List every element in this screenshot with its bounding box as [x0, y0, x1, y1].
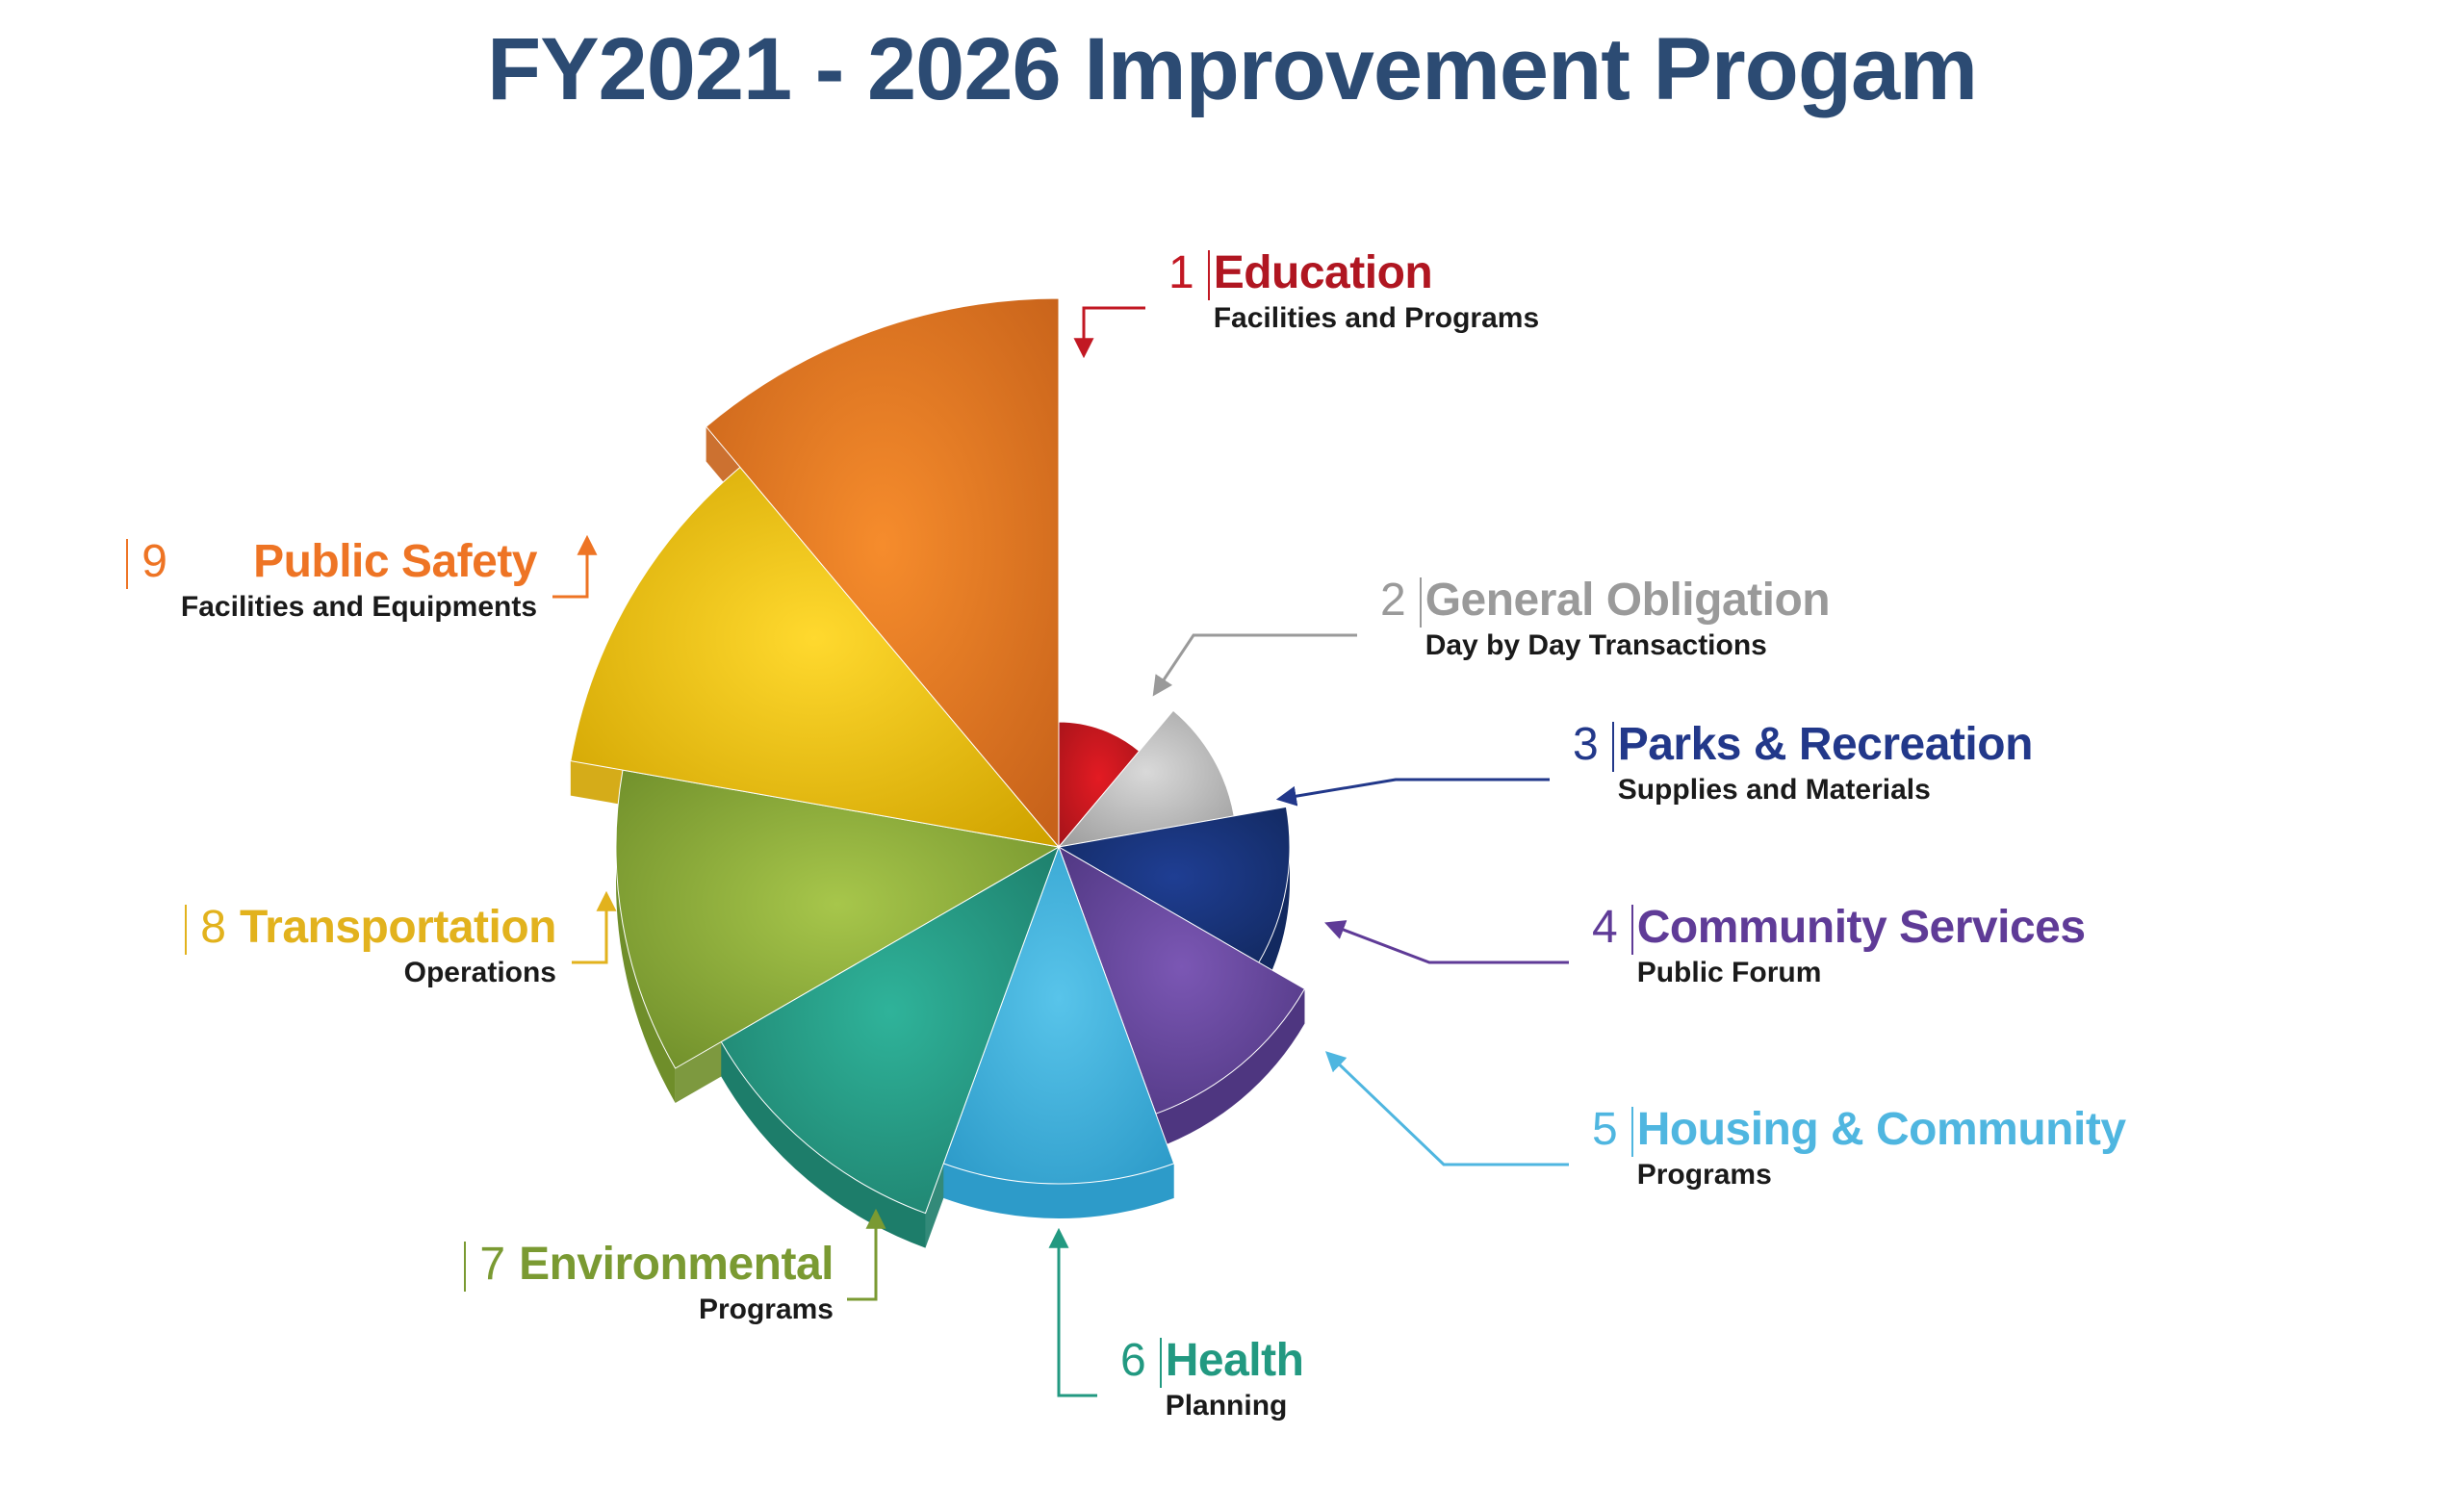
label-2: 2General Obligation Day by Day Transactio…	[1367, 577, 1830, 662]
label-number: 1	[1155, 250, 1210, 300]
label-6: 6Health Planning	[1107, 1338, 1303, 1422]
label-text: Environmental Programs	[519, 1242, 837, 1326]
leader-2	[1155, 635, 1357, 693]
label-subtitle: Operations	[240, 957, 556, 989]
label-heading: Public Safety	[181, 539, 537, 585]
label-text: Community Services Public Forum	[1633, 905, 2086, 989]
label-heading: Housing & Community	[1637, 1107, 2126, 1153]
label-heading: Health	[1166, 1338, 1304, 1384]
label-text: Housing & Community Programs	[1633, 1107, 2126, 1191]
leader-4	[1328, 924, 1569, 962]
label-heading: Community Services	[1637, 905, 2086, 951]
label-subtitle: Programs	[519, 1294, 834, 1326]
label-heading: Transportation	[240, 905, 556, 951]
label-subtitle: Facilities and Equipments	[181, 591, 537, 624]
label-4: 4Community Services Public Forum	[1578, 905, 2086, 989]
label-7: Environmental Programs7	[464, 1242, 837, 1326]
label-heading: Parks & Recreation	[1618, 722, 2033, 768]
label-text: General Obligation Day by Day Transaction…	[1422, 577, 1830, 662]
label-8: Transportation Operations8	[185, 905, 560, 989]
label-subtitle: Planning	[1166, 1390, 1304, 1422]
label-text: Education Facilities and Programs	[1210, 250, 1539, 335]
label-heading: Education	[1214, 250, 1539, 296]
label-text: Parks & Recreation Supplies and Materials	[1614, 722, 2033, 807]
label-number: 9	[126, 539, 181, 589]
label-subtitle: Public Forum	[1637, 957, 2086, 989]
label-heading: General Obligation	[1425, 577, 1830, 624]
label-number: 4	[1578, 905, 1633, 955]
label-text: Transportation Operations	[240, 905, 560, 989]
label-number: 5	[1578, 1107, 1633, 1157]
leader-5	[1328, 1054, 1569, 1165]
label-text: Public Safety Facilities and Equipments	[181, 539, 541, 624]
leader-1	[1084, 308, 1145, 354]
label-subtitle: Day by Day Transactions	[1425, 629, 1830, 662]
label-1: 1Education Facilities and Programs	[1155, 250, 1539, 335]
label-subtitle: Programs	[1637, 1159, 2126, 1191]
label-number: 3	[1559, 722, 1614, 772]
label-number: 2	[1367, 577, 1422, 628]
label-number: 6	[1107, 1338, 1162, 1388]
leader-9	[552, 539, 587, 597]
label-heading: Environmental	[519, 1242, 834, 1288]
label-subtitle: Facilities and Programs	[1214, 302, 1539, 335]
leader-6	[1059, 1232, 1097, 1396]
label-3: 3Parks & Recreation Supplies and Material…	[1559, 722, 2033, 807]
label-9: Public Safety Facilities and Equipments9	[126, 539, 541, 624]
label-5: 5Housing & Community Programs	[1578, 1107, 2126, 1191]
label-text: Health Planning	[1162, 1338, 1304, 1422]
leader-7	[847, 1213, 876, 1299]
leader-3	[1280, 780, 1550, 799]
leader-8	[572, 895, 606, 962]
label-number: 7	[464, 1242, 519, 1292]
spiral-pie-chart	[0, 0, 2464, 1486]
label-subtitle: Supplies and Materials	[1618, 774, 2033, 807]
label-number: 8	[185, 905, 240, 955]
